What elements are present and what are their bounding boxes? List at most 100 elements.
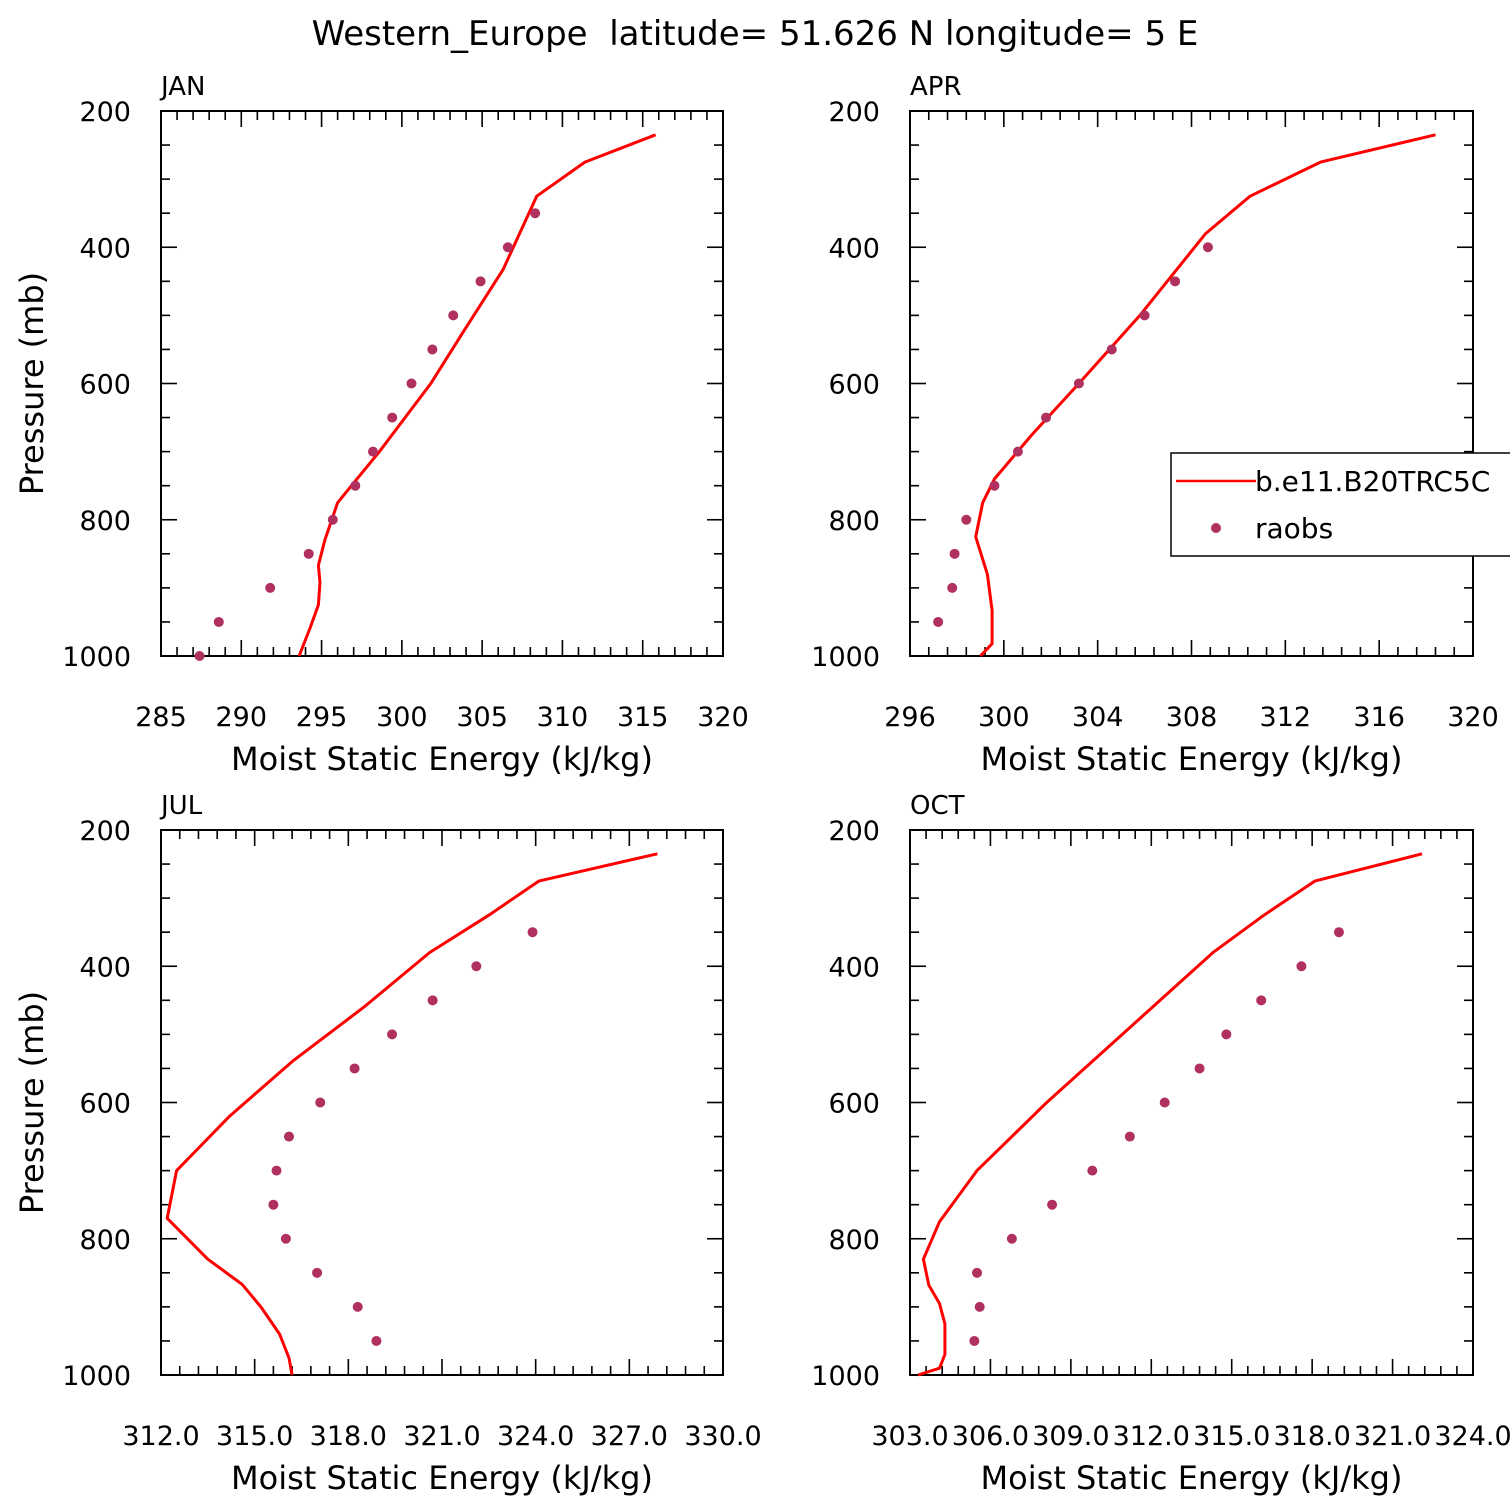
oct-ytick-label: 400 <box>828 952 880 983</box>
jul-raobs-point <box>268 1199 279 1210</box>
jan-raobs-point <box>350 480 361 491</box>
jan-raobs-point <box>265 582 276 593</box>
oct-raobs-point <box>1047 1199 1058 1210</box>
jul-xtick-label: 324.0 <box>497 1421 574 1452</box>
legend-box <box>1170 452 1510 557</box>
jul-xlabel: Moist Static Energy (kJ/kg) <box>231 1459 653 1497</box>
apr-xtick-label: 312 <box>1260 702 1312 733</box>
jan-raobs-point <box>387 412 398 423</box>
jan-ytick-label: 200 <box>79 97 131 128</box>
oct-model-line <box>917 852 1423 1377</box>
jul-xtick-label: 330.0 <box>684 1421 761 1452</box>
apr-xlabel: Moist Static Energy (kJ/kg) <box>981 740 1403 778</box>
jul-ytick-label: 800 <box>79 1225 131 1256</box>
apr-xtick-label: 308 <box>1166 702 1218 733</box>
apr-ytick-label: 200 <box>828 97 880 128</box>
jul-panel-label: JUL <box>159 791 203 821</box>
apr-raobs-point <box>961 514 972 525</box>
legend: b.e11.B20TRC5C raobs <box>1170 452 1510 557</box>
jul-xtick-label: 327.0 <box>591 1421 668 1452</box>
oct-xlabel: Moist Static Energy (kJ/kg) <box>981 1459 1403 1497</box>
jul-raobs-point <box>284 1131 295 1142</box>
panel-oct: 200 400 600 800 1000 303.0 306.0 309.0 312.0 315.… <box>811 791 1510 1497</box>
jul-raobs-point <box>527 927 538 938</box>
oct-raobs-point <box>1221 1029 1232 1040</box>
jan-raobs-point <box>367 446 378 457</box>
jan-panel-label: JAN <box>159 72 205 102</box>
oct-xtick-label: 309.0 <box>1032 1421 1109 1452</box>
jul-raobs-point <box>280 1233 291 1244</box>
oct-raobs-point <box>1087 1165 1098 1176</box>
apr-xtick-label: 300 <box>978 702 1030 733</box>
oct-raobs-point <box>1256 995 1267 1006</box>
oct-raobs-point <box>1124 1131 1135 1142</box>
oct-xtick-label: 312.0 <box>1113 1421 1190 1452</box>
jan-raobs-point <box>213 616 224 627</box>
jul-raobs-point <box>352 1301 363 1312</box>
apr-raobs-point <box>1170 276 1181 287</box>
jan-raobs-point <box>530 208 541 219</box>
apr-ytick-label: 400 <box>828 233 880 264</box>
apr-raobs-point <box>949 548 960 559</box>
jul-raobs-point <box>427 995 438 1006</box>
figure-title: Western_Europe latitude= 51.626 N longit… <box>312 14 1199 54</box>
oct-ytick-label: 1000 <box>811 1361 880 1392</box>
jan-raobs-point <box>194 651 205 661</box>
panel-jul: 200 400 600 800 1000 312.0 315.0 318.0 321.0 324.… <box>13 791 762 1497</box>
jan-xtick-label: 300 <box>376 702 428 733</box>
apr-raobs-point <box>1106 344 1117 355</box>
oct-xtick-label: 303.0 <box>871 1421 948 1452</box>
jan-xtick-label: 315 <box>617 702 669 733</box>
oct-raobs-point <box>1006 1233 1017 1244</box>
jul-raobs-point <box>271 1165 282 1176</box>
apr-xtick-label: 296 <box>884 702 936 733</box>
jul-raobs-point <box>349 1063 360 1074</box>
jul-model-line <box>165 852 658 1376</box>
apr-ytick-label: 600 <box>828 370 880 401</box>
oct-xtick-label: 324.0 <box>1434 1421 1510 1452</box>
apr-raobs-point <box>989 480 1000 491</box>
legend-obs-label: raobs <box>1255 512 1333 545</box>
oct-raobs-point <box>969 1335 980 1346</box>
jul-raobs-point <box>371 1335 382 1346</box>
oct-xtick-label: 306.0 <box>952 1421 1029 1452</box>
jan-raobs-point <box>475 276 486 287</box>
oct-panel-label: OCT <box>910 791 965 821</box>
jul-ytick-label: 200 <box>79 816 131 847</box>
apr-raobs-point <box>947 582 958 593</box>
apr-ytick-label: 800 <box>828 506 880 537</box>
apr-xtick-label: 320 <box>1447 702 1499 733</box>
jan-xtick-label: 290 <box>216 702 268 733</box>
jan-raobs-point <box>406 378 417 389</box>
jan-ytick-label: 600 <box>79 370 131 401</box>
jan-raobs-point <box>448 310 459 321</box>
jul-xtick-label: 315.0 <box>216 1421 293 1452</box>
legend-model-label: b.e11.B20TRC5C <box>1255 465 1490 498</box>
apr-raobs-point <box>1012 446 1023 457</box>
apr-model-line <box>974 133 1436 658</box>
jul-raobs-point <box>471 961 482 972</box>
apr-raobs-point <box>933 616 944 627</box>
apr-xtick-label: 304 <box>1072 702 1124 733</box>
apr-raobs-point <box>1202 242 1213 253</box>
jul-xtick-label: 312.0 <box>122 1421 199 1452</box>
oct-ytick-label: 600 <box>828 1089 880 1120</box>
apr-panel-label: APR <box>910 72 962 102</box>
jul-raobs-point <box>315 1097 326 1108</box>
jul-ytick-label: 400 <box>79 952 131 983</box>
jul-xtick-label: 321.0 <box>403 1421 480 1452</box>
apr-xtick-label: 316 <box>1353 702 1405 733</box>
jan-xtick-label: 285 <box>135 702 187 733</box>
oct-xtick-label: 321.0 <box>1354 1421 1431 1452</box>
jul-ytick-label: 1000 <box>62 1361 131 1392</box>
jan-ytick-label: 400 <box>79 233 131 264</box>
jan-model-line <box>297 133 657 657</box>
oct-raobs-point <box>974 1301 985 1312</box>
apr-ytick-label: 1000 <box>811 642 880 673</box>
jan-xtick-label: 305 <box>456 702 508 733</box>
oct-ytick-label: 800 <box>828 1225 880 1256</box>
oct-xtick-label: 318.0 <box>1273 1421 1350 1452</box>
